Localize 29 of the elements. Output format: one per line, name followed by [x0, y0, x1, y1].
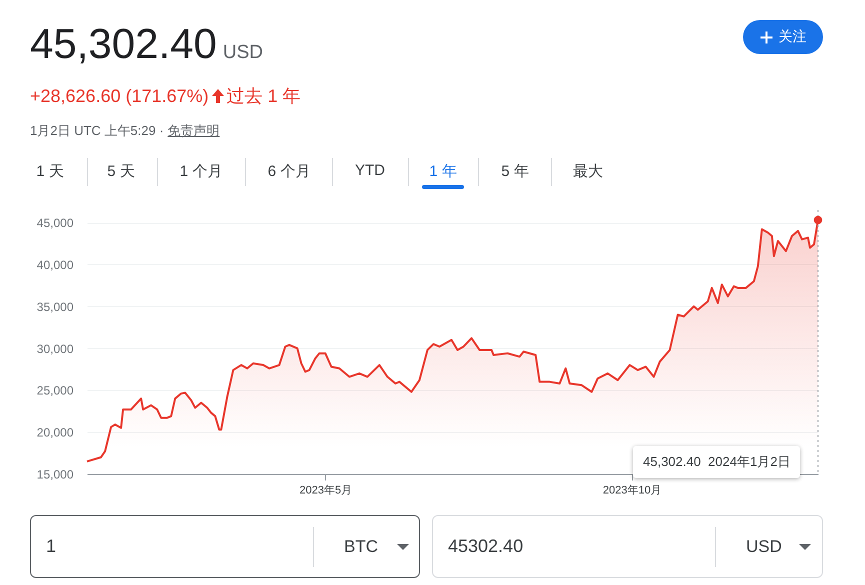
y-tick-label: 25,000: [36, 384, 74, 398]
text: 1 个月: [180, 162, 222, 181]
y-tick-label: 30,000: [36, 342, 74, 356]
text: 1月2日 UTC 上午5:29 ·: [30, 122, 164, 140]
chart-subtitle: +28,626.60 (171.67%): [30, 86, 209, 106]
annotation: 45,302.40 2024年1月2日: [633, 446, 800, 478]
y-tick-label: 40,000: [36, 258, 74, 272]
y-tick-label: 20,000: [36, 426, 74, 440]
text: 5 天: [107, 162, 135, 181]
text: 5 年: [501, 162, 529, 181]
text: 45302.40: [448, 536, 524, 557]
text: 最大: [573, 162, 603, 181]
y-tick-label: 35,000: [36, 300, 74, 314]
chart-title: 45,302.40: [30, 20, 217, 68]
y-tick-label: 45,000: [36, 216, 74, 230]
x-tick-label: 2023年5月: [300, 484, 352, 496]
text: 1 年: [429, 162, 457, 181]
text: USD: [746, 537, 782, 557]
text: 1: [46, 536, 56, 557]
text: 免责声明: [168, 122, 220, 140]
text: USD: [222, 42, 263, 64]
text: YTD: [355, 162, 385, 179]
x-tick-label: 2023年10月: [602, 484, 662, 496]
text: 1 天: [36, 162, 64, 181]
text: BTC: [344, 537, 378, 557]
y-tick-label: 15,000: [36, 468, 74, 482]
text: 关注: [778, 28, 806, 46]
text: 6 个月: [268, 162, 310, 181]
text: 过去 1 年: [226, 85, 301, 108]
